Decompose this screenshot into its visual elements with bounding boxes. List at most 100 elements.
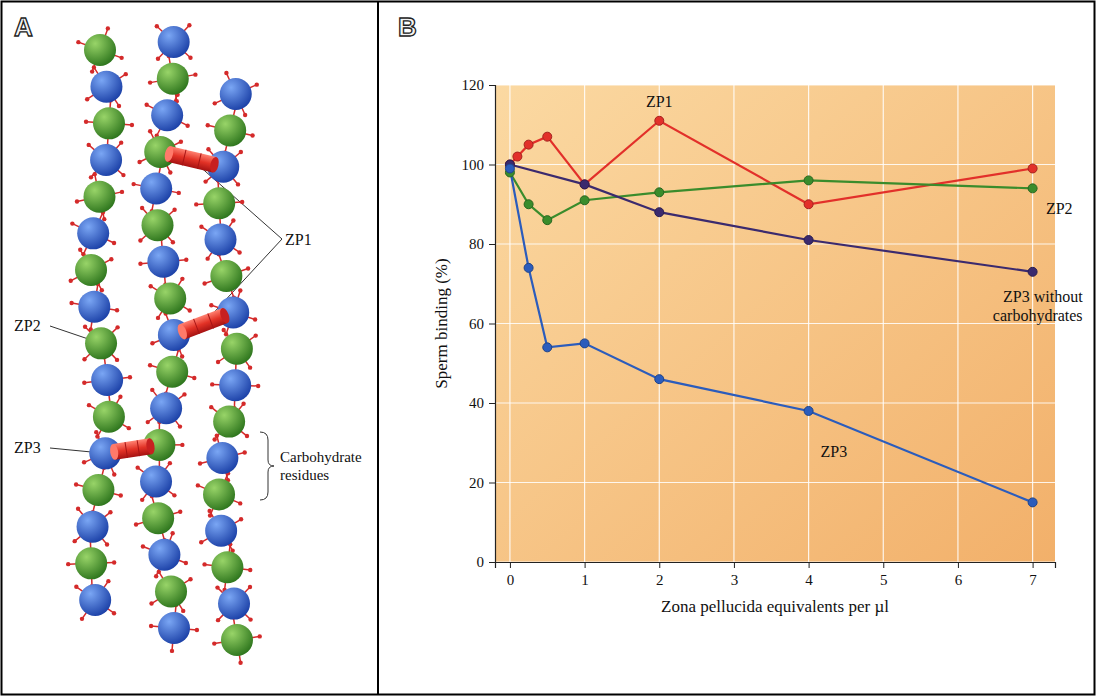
tick: 4 bbox=[805, 562, 813, 588]
carbohydrate-tip bbox=[149, 624, 153, 628]
cylinder-band bbox=[125, 442, 127, 458]
tick-label: 40 bbox=[469, 395, 484, 411]
zp1-crosslinks bbox=[109, 145, 231, 460]
cylinder-band bbox=[208, 314, 214, 329]
carbohydrate-tip bbox=[84, 120, 88, 124]
zp2-unit bbox=[142, 209, 174, 241]
panel-a: ZP1ZP2ZP3Carbohydrateresidues bbox=[14, 23, 362, 665]
tick-mark bbox=[489, 324, 495, 325]
tick-label: 0 bbox=[507, 572, 515, 588]
carbohydrate-tip bbox=[92, 65, 96, 69]
frame bbox=[2, 2, 1095, 695]
tick: 120 bbox=[462, 77, 496, 93]
tick: 40 bbox=[469, 395, 495, 411]
carbohydrate-tip bbox=[215, 585, 219, 589]
tick-label: 1 bbox=[581, 572, 589, 588]
data-point bbox=[804, 176, 813, 185]
carbohydrate-tip bbox=[138, 238, 142, 242]
carbohydrate-tip bbox=[242, 450, 246, 454]
axis-line bbox=[496, 563, 1056, 569]
carbohydrate-tip bbox=[256, 384, 260, 388]
carbohydrate-tip bbox=[112, 472, 116, 476]
tick-mark bbox=[659, 562, 660, 568]
data-point bbox=[524, 200, 533, 209]
grid-line bbox=[495, 243, 1055, 244]
zp3-unit bbox=[147, 246, 179, 278]
carbohydrate-tip bbox=[69, 279, 73, 283]
zp3-unit bbox=[158, 612, 190, 644]
carbohydrate-tip bbox=[239, 517, 243, 521]
carbohydrate-tip bbox=[155, 24, 159, 28]
carbohydrate-tip bbox=[212, 437, 216, 441]
data-point bbox=[1028, 164, 1037, 173]
carbohydrate-tip bbox=[135, 465, 139, 469]
carbohydrate-tip bbox=[192, 376, 196, 380]
grid-line bbox=[495, 164, 1055, 165]
tick-mark bbox=[489, 244, 495, 245]
carbohydrate-tip bbox=[213, 101, 217, 105]
series-line bbox=[510, 121, 1033, 204]
cylinder-end bbox=[209, 156, 220, 173]
zp1-crosslink bbox=[109, 438, 156, 461]
data-point bbox=[580, 196, 589, 205]
zp2-unit bbox=[214, 114, 246, 146]
zp2-unit bbox=[157, 63, 189, 95]
zp3-unit bbox=[77, 217, 109, 249]
zp3-unit bbox=[140, 466, 172, 498]
carbohydrate-tip bbox=[146, 420, 150, 424]
carbohydrate-tip bbox=[128, 375, 132, 379]
plot-area bbox=[505, 116, 1037, 507]
series-line bbox=[510, 165, 1033, 272]
tick-mark bbox=[734, 562, 735, 568]
cylinder-body bbox=[113, 438, 152, 459]
zp3-unit bbox=[90, 144, 122, 176]
zp3-unit bbox=[220, 78, 252, 110]
carbohydrate-tip bbox=[210, 382, 214, 386]
data-point bbox=[543, 132, 552, 141]
carbohydrate-tip bbox=[187, 23, 191, 27]
carbohydrate-tip bbox=[150, 388, 154, 392]
carbohydrate-tip bbox=[124, 72, 128, 76]
carbohydrate-tip bbox=[76, 507, 80, 511]
series-line bbox=[510, 168, 1033, 502]
carbohydrate-tip bbox=[195, 628, 199, 632]
carbohydrate-tip bbox=[231, 218, 235, 222]
data-point bbox=[1028, 184, 1037, 193]
carbohydrate-tip bbox=[172, 493, 176, 497]
cylinder-end bbox=[176, 323, 189, 341]
carbohydrate-tip bbox=[196, 483, 200, 487]
carbohydrate-tip bbox=[198, 461, 202, 465]
zp2-unit bbox=[154, 282, 186, 314]
diagram-label: Carbohydrateresidues bbox=[280, 449, 362, 483]
carbohydrate-tip bbox=[177, 191, 181, 195]
carbohydrate-tip bbox=[243, 113, 247, 117]
carbohydrate-tip bbox=[130, 123, 134, 127]
carbohydrate-tip bbox=[156, 57, 160, 61]
carbohydrate-tip bbox=[112, 241, 116, 245]
carbohydrate-tip bbox=[212, 641, 216, 645]
tick-mark bbox=[489, 165, 495, 166]
tick: 0 bbox=[507, 562, 515, 588]
zp3-unit bbox=[151, 99, 183, 131]
carbohydrate-tip bbox=[209, 303, 213, 307]
carbohydrate-tip bbox=[188, 577, 192, 581]
carbohydrate-tip bbox=[87, 143, 91, 147]
zp2-unit bbox=[84, 34, 116, 66]
zp2-unit bbox=[144, 136, 176, 168]
carbohydrate-tip bbox=[241, 402, 245, 406]
zp2-unit bbox=[142, 502, 174, 534]
carbohydrate-tip bbox=[194, 202, 198, 206]
zp2-unit bbox=[221, 624, 253, 656]
carbohydrate-tip bbox=[180, 443, 184, 447]
grid-line bbox=[495, 84, 1055, 85]
carbohydrate-tip bbox=[184, 258, 188, 262]
carbohydrate-tip bbox=[119, 140, 123, 144]
carbohydrate-tip bbox=[205, 256, 209, 260]
carbohydrate-tip bbox=[248, 365, 252, 369]
data-point bbox=[804, 200, 813, 209]
tick-mark bbox=[883, 562, 884, 568]
zp2-unit bbox=[210, 260, 242, 292]
carbohydrate-tip bbox=[148, 129, 152, 133]
plot-background bbox=[495, 85, 1055, 562]
axis-line bbox=[489, 86, 496, 563]
